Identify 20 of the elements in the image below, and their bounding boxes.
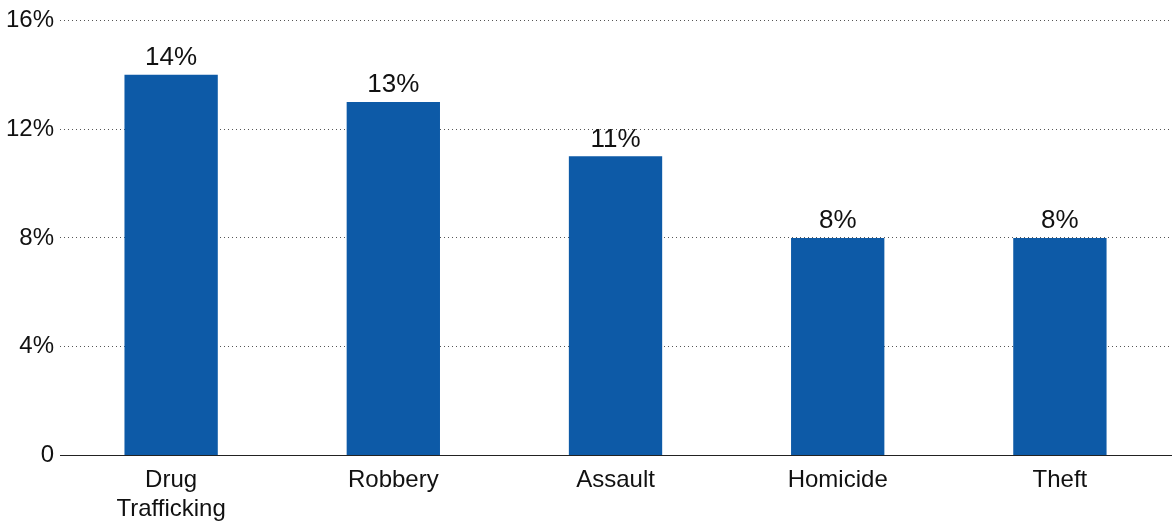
x-tick-label: Theft <box>1032 465 1088 493</box>
x-tick-label: Assault <box>576 465 656 493</box>
x-tick-label: Drug Trafficking <box>116 465 226 522</box>
bar <box>124 74 218 455</box>
data-label: 14% <box>145 40 198 71</box>
data-label: 11% <box>590 122 641 153</box>
y-tick-label: 16% <box>5 5 55 33</box>
data-label: 13% <box>367 68 420 99</box>
y-tick-label: 4% <box>19 331 55 359</box>
bar <box>346 101 440 455</box>
data-label: 8% <box>1041 204 1079 235</box>
bar <box>1013 237 1107 455</box>
x-tick-label: Robbery <box>347 465 439 493</box>
y-tick-label: 0 <box>40 440 55 468</box>
bar <box>791 237 885 455</box>
x-tick-label: Homicide <box>787 465 888 493</box>
data-label: 8% <box>818 204 857 235</box>
y-tick-label: 12% <box>5 113 55 141</box>
bar <box>568 156 663 455</box>
y-tick-label: 8% <box>19 222 55 250</box>
